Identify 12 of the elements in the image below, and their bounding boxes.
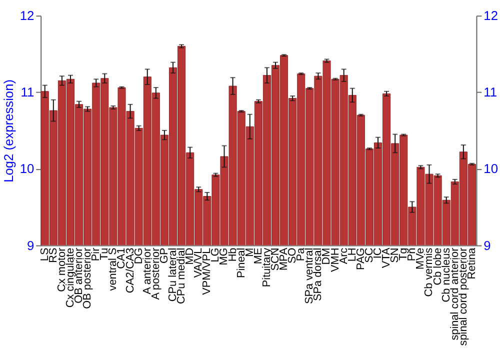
- y-tick-label: 9: [27, 238, 34, 253]
- x-tick-label: RS: [47, 248, 60, 263]
- y-tick-label: 10: [20, 161, 34, 176]
- y2-tick-label: 9: [484, 238, 491, 253]
- x-tick-label: A posterior: [150, 247, 162, 300]
- y-tick-label: 12: [20, 8, 34, 24]
- y2-tick-label: 10: [484, 161, 498, 176]
- y-tick-label: 11: [20, 84, 34, 100]
- y-axis-title: Log2 (expression): [0, 79, 16, 182]
- y2-tick-label: 12: [484, 8, 498, 24]
- x-tick-label: Tg: [398, 248, 410, 260]
- y2-tick-label: 11: [484, 84, 498, 100]
